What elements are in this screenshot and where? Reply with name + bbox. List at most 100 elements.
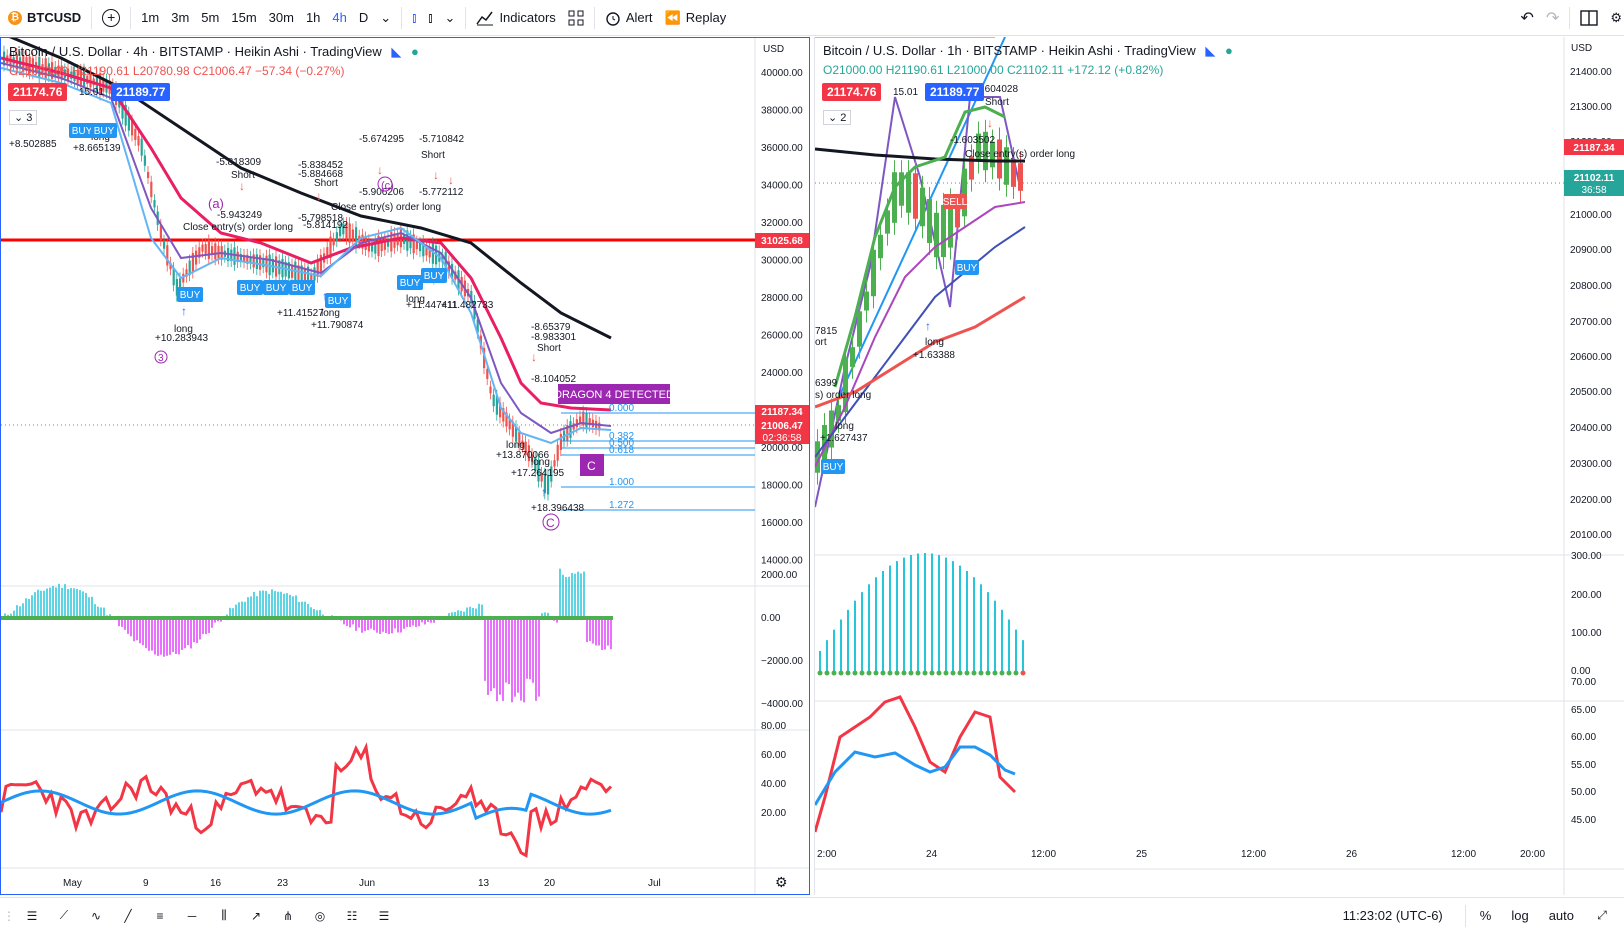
redo-button[interactable]: ↷	[1540, 0, 1565, 36]
menu-icon[interactable]: ☰	[26, 908, 38, 923]
gear-icon[interactable]: ⚙	[775, 874, 788, 890]
fib-retracement-icon[interactable]: ☰	[378, 908, 390, 923]
chart-4h-canvas[interactable]: 40000.0038000.0036000.0034000.0032000.00…	[1, 38, 809, 894]
alert-button[interactable]: Alert	[599, 0, 659, 36]
chart-title[interactable]: Bitcoin / U.S. Dollar · 4h · BITSTAMP · …	[9, 44, 419, 60]
fib-circle-icon[interactable]: ◎	[314, 908, 326, 923]
price-tick-label: 14000.00	[761, 556, 803, 567]
buy-price-button[interactable]: 21189.77	[111, 83, 171, 101]
compare-symbol-button[interactable]: +	[96, 0, 126, 36]
strategy-annotation: long	[531, 457, 550, 468]
fullscreen-icon[interactable]: ⤢	[1597, 908, 1607, 922]
rsi-tick-label: 45.00	[1571, 815, 1596, 826]
ohlc-open: O21023.09	[9, 64, 69, 78]
macd-bar	[139, 618, 141, 644]
histogram-dot	[852, 670, 858, 676]
macd-bar	[238, 602, 240, 618]
chart-pane-4h[interactable]: 40000.00 38000.00 36000.00 34000.00 32000.00…	[0, 37, 810, 895]
interval-15m[interactable]: 15m	[231, 10, 257, 25]
fib-channel-icon[interactable]: ☷	[346, 908, 358, 923]
candle-body	[556, 444, 559, 461]
pitchfork-icon[interactable]: ⋔	[282, 908, 294, 923]
interval-dropdown[interactable]: ⌄	[374, 0, 397, 36]
clock-time[interactable]: 11:23:02 (UTC-6)	[1342, 908, 1443, 923]
chart-type-dropdown[interactable]: ⌄	[439, 0, 462, 36]
interval-1m[interactable]: 1m	[141, 10, 160, 25]
candle-body	[249, 256, 252, 264]
macd-bar	[367, 618, 369, 631]
chart-pane-1h[interactable]: 21400.0021300.0021200.0021000.0020900.00…	[814, 37, 1624, 895]
layout-button[interactable]	[1574, 0, 1604, 36]
candle-body	[531, 454, 534, 462]
indicator-toggle[interactable]: ⌄ 2	[823, 110, 852, 125]
interval-d[interactable]: D	[358, 10, 369, 25]
divider	[1569, 6, 1571, 29]
candle-body	[428, 246, 431, 258]
interval-4h[interactable]: 4h	[332, 10, 347, 25]
candle-body	[585, 412, 588, 428]
macd-bar	[538, 618, 540, 697]
candle-body	[431, 243, 434, 264]
spread-label: 15.01	[79, 87, 105, 98]
drag-handle-icon[interactable]: ⋮	[3, 908, 15, 923]
wave-label-c: (c)	[381, 180, 394, 192]
symbol-search[interactable]: ₿ BTCUSD	[0, 0, 87, 36]
horizontal-line-icon[interactable]: ─	[187, 908, 197, 923]
histogram-bar	[903, 557, 905, 673]
strategy-annotation: long	[925, 337, 944, 348]
strategy-annotation: long	[835, 421, 854, 432]
settings-button[interactable]: ⚙	[1604, 0, 1624, 36]
strategy-annotation: +11.447411	[406, 300, 458, 311]
strategy-annotation: -1.604028	[973, 84, 1018, 95]
chart-title[interactable]: Bitcoin / U.S. Dollar · 1h · BITSTAMP · …	[823, 43, 1233, 59]
sell-price-button[interactable]: 21174.76	[822, 83, 882, 101]
heikin-ashi-button[interactable]: ⫾	[422, 0, 438, 36]
candle-body	[377, 235, 380, 257]
buy-price-button[interactable]: 21189.77	[925, 83, 985, 101]
strategy-annotation: -5.814192	[303, 220, 348, 231]
macd-bar	[469, 606, 471, 618]
plus-circle-icon: +	[102, 8, 121, 27]
templates-button[interactable]	[562, 0, 590, 36]
ray-icon[interactable]: ↗	[250, 908, 262, 923]
price-tick-label: 20000.00	[761, 443, 803, 454]
macd-bar	[571, 572, 573, 618]
macd-bar	[181, 618, 183, 650]
interval-5m[interactable]: 5m	[201, 10, 220, 25]
signal-badge	[955, 260, 979, 275]
interval-3m[interactable]: 3m	[171, 10, 190, 25]
auto-scale-toggle[interactable]: auto	[1548, 908, 1574, 923]
macd-bar	[241, 601, 243, 618]
bar-style-button[interactable]: ⫾	[406, 0, 422, 36]
candle-body	[871, 249, 876, 297]
undo-button[interactable]: ↶	[1515, 0, 1540, 36]
up-arrow-icon: ↑	[541, 485, 547, 499]
indicator-toggle[interactable]: ⌄ 3	[9, 110, 38, 125]
elliott-wave-icon[interactable]: ∿	[90, 908, 102, 923]
sell-price-button[interactable]: 21174.76	[8, 83, 68, 101]
indicators-button[interactable]: Indicators	[470, 0, 561, 36]
candle-body	[163, 240, 166, 249]
macd-bar	[373, 618, 375, 631]
candle-body	[233, 247, 236, 265]
currency-label[interactable]: USD	[1571, 43, 1592, 54]
parallel-channel-icon[interactable]: ≡	[156, 908, 164, 923]
interval-30m[interactable]: 30m	[268, 10, 294, 25]
macd-bar	[295, 595, 297, 618]
bars-pattern-icon[interactable]: ⫼	[221, 908, 227, 922]
candle-body	[374, 240, 377, 254]
interval-1h[interactable]: 1h	[305, 10, 321, 25]
macd-bar	[205, 618, 207, 635]
percent-scale-toggle[interactable]: %	[1479, 908, 1492, 923]
macd-bar	[523, 618, 525, 703]
replay-button[interactable]: ⏪ Replay	[659, 0, 733, 36]
time-tick-label: 25	[1136, 849, 1148, 860]
trend-angle-icon[interactable]: ⟋	[59, 908, 69, 922]
histogram-dot	[817, 670, 823, 676]
candle-body	[387, 238, 390, 247]
log-scale-toggle[interactable]: log	[1511, 908, 1529, 923]
currency-label[interactable]: USD	[763, 44, 784, 55]
chart-1h-canvas[interactable]: 21400.0021300.0021200.0021000.0020900.00…	[815, 37, 1624, 895]
line-tool-icon[interactable]: ╱	[124, 908, 132, 923]
